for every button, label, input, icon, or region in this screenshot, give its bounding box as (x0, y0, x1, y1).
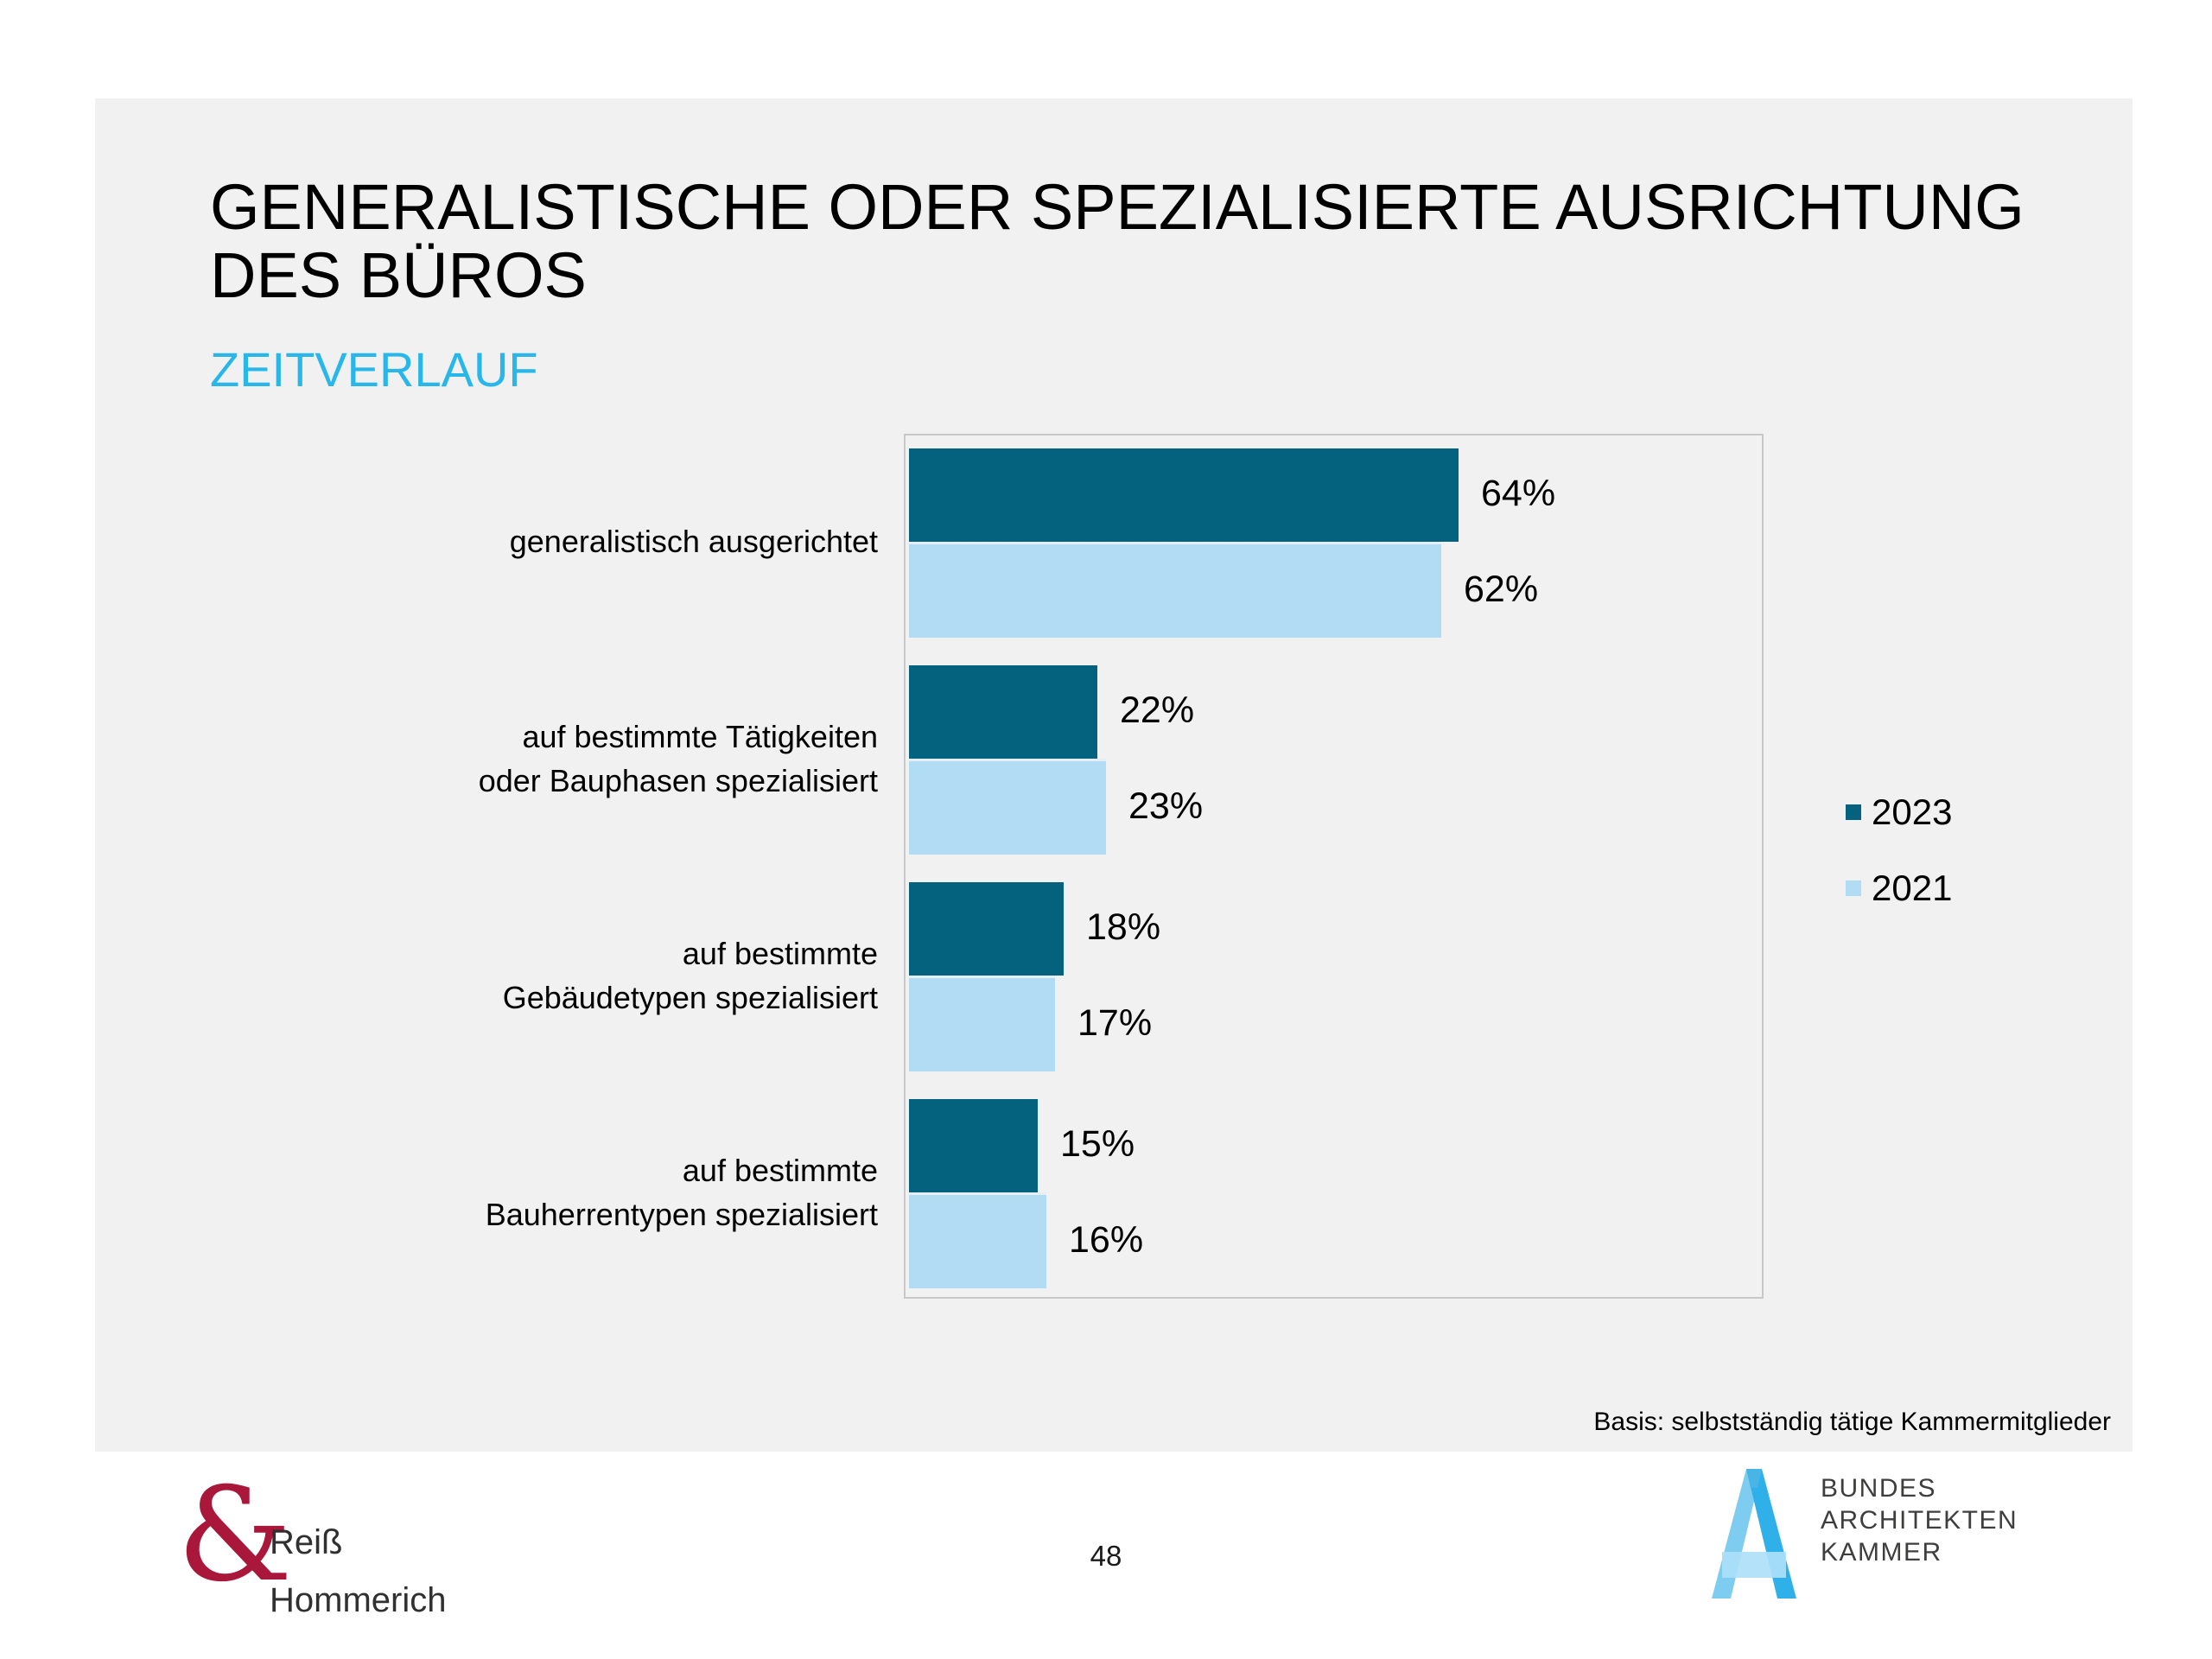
category-label-2: auf bestimmte Gebäudetypen spezialisiert (502, 936, 878, 1015)
bar-2021-3 (909, 1192, 1046, 1288)
bar-2021-0 (909, 542, 1441, 638)
chart-legend: 2023 2021 (1846, 791, 1953, 945)
reiss-hommerich-ampersand-icon: & (177, 1460, 293, 1611)
bar-2023-1 (909, 665, 1097, 759)
bar-2023-3 (909, 1099, 1038, 1192)
bar-2023-0 (909, 448, 1459, 542)
bar-2023-2 (909, 882, 1064, 976)
legend-item-2023: 2023 (1846, 791, 1953, 832)
value-label-2021-3: 16% (1069, 1219, 1144, 1261)
legend-swatch-2021 (1846, 880, 1861, 896)
value-label-2021-1: 23% (1128, 785, 1204, 827)
slide-subtitle: ZEITVERLAUF (210, 342, 538, 397)
value-label-2023-2: 18% (1086, 906, 1161, 948)
reiss-hommerich-line1: Reiß (270, 1523, 343, 1561)
bak-logo-text: BUNDES ARCHITEKTEN KAMMER (1821, 1469, 2018, 1599)
basis-note: Basis: selbstständig tätige Kammermitgli… (1593, 1408, 2111, 1436)
page-title-line2: DES BÜROS (210, 239, 587, 311)
legend-item-2021: 2021 (1846, 868, 1953, 908)
category-label-3: auf bestimmte Bauherrentypen spezialisier… (485, 1153, 878, 1232)
page-number: 48 (1090, 1540, 1122, 1572)
reiss-hommerich-line2: Hommerich (270, 1581, 447, 1619)
page-title-line1: GENERALISTISCHE ODER SPEZIALISIERTE AUSR… (210, 171, 2024, 243)
legend-label-2021: 2021 (1872, 868, 1953, 908)
slide-background-panel (95, 99, 2133, 1452)
legend-swatch-2023 (1846, 804, 1861, 820)
category-label-1: auf bestimmte Tätigkeiten oder Bauphasen … (478, 719, 878, 798)
page-title: GENERALISTISCHE ODER SPEZIALISIERTE AUSR… (210, 173, 2068, 309)
reiss-hommerich-logo-text: Reiß Hommerich (270, 1514, 446, 1630)
value-label-2021-2: 17% (1077, 1002, 1153, 1044)
value-label-2023-3: 15% (1060, 1123, 1135, 1165)
bundesarchitektenkammer-logo: BUNDES ARCHITEKTEN KAMMER (1707, 1469, 2018, 1599)
bak-line-bundes: BUNDES (1821, 1474, 1937, 1503)
category-label-0: generalistisch ausgerichtet (509, 524, 878, 559)
value-label-2023-0: 64% (1481, 473, 1556, 514)
bar-2021-2 (909, 976, 1055, 1071)
bak-a-icon (1712, 1469, 1796, 1599)
bar-2021-1 (909, 759, 1106, 855)
value-label-2021-0: 62% (1464, 569, 1539, 610)
value-label-2023-1: 22% (1120, 690, 1195, 731)
bak-line-kammer: KAMMER (1821, 1538, 1942, 1567)
legend-label-2023: 2023 (1872, 791, 1953, 832)
bak-line-architekten: ARCHITEKTEN (1821, 1506, 2018, 1535)
chart-plot-area (904, 434, 1764, 1299)
